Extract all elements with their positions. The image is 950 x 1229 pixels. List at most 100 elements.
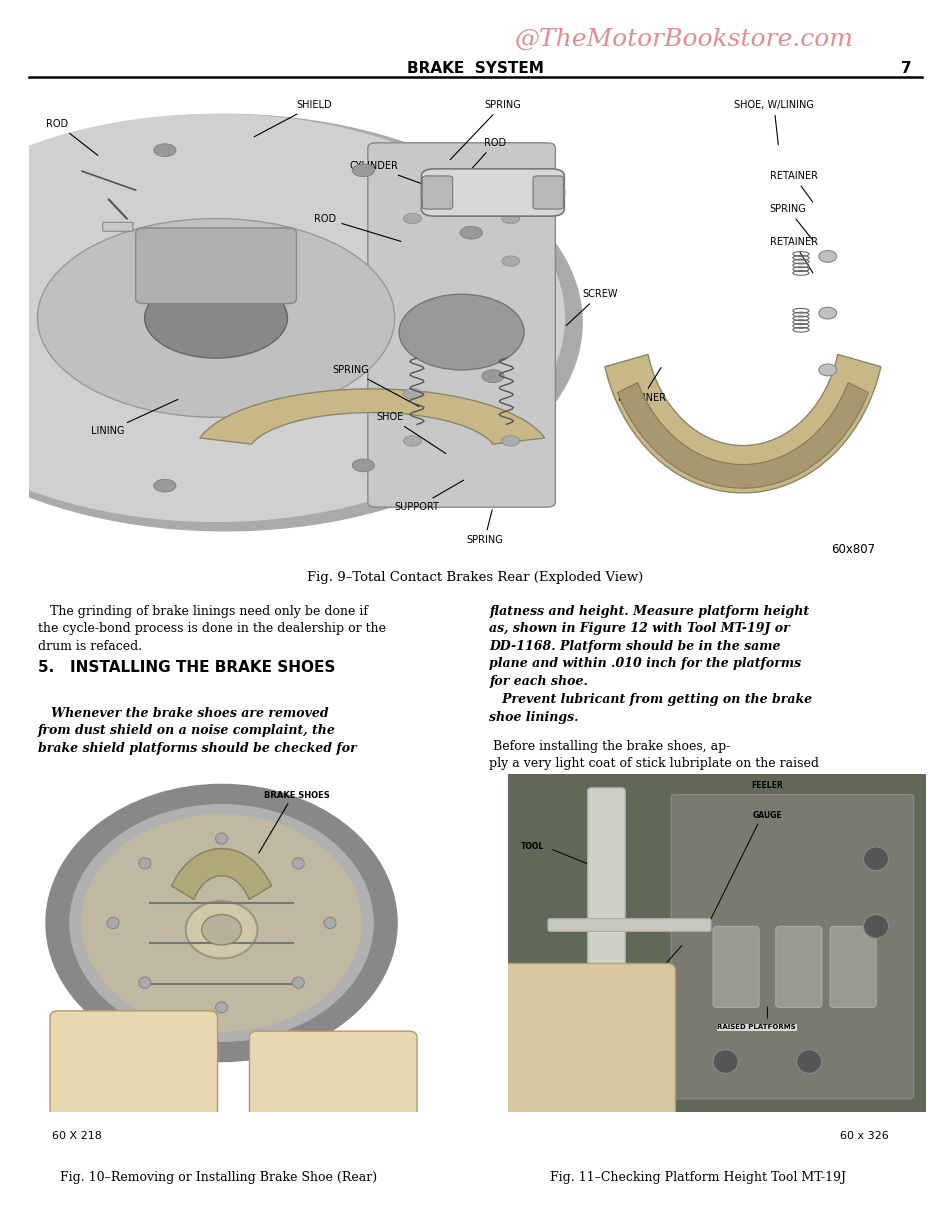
Ellipse shape (482, 370, 504, 382)
Polygon shape (618, 382, 868, 488)
Ellipse shape (216, 1002, 227, 1013)
Text: FEELER: FEELER (751, 782, 784, 790)
Text: SHOE: SHOE (377, 412, 446, 454)
Ellipse shape (82, 815, 361, 1031)
Text: Fig. 10–Removing or Installing Brake Shoe (Rear): Fig. 10–Removing or Installing Brake Sho… (60, 1171, 377, 1185)
Text: 5.   INSTALLING THE BRAKE SHOES: 5. INSTALLING THE BRAKE SHOES (38, 660, 335, 675)
Text: Prevent lubricant from getting on the brake
shoe linings.: Prevent lubricant from getting on the br… (489, 693, 812, 724)
Ellipse shape (185, 901, 257, 959)
Ellipse shape (421, 179, 444, 205)
FancyBboxPatch shape (103, 222, 133, 231)
Ellipse shape (460, 226, 483, 240)
Text: Fig. 11–Checking Platform Height Tool MT-19J: Fig. 11–Checking Platform Height Tool MT… (550, 1171, 846, 1185)
Polygon shape (200, 388, 544, 444)
Ellipse shape (0, 422, 2, 434)
FancyBboxPatch shape (500, 964, 675, 1118)
Polygon shape (172, 849, 272, 900)
Text: SUPPORT PLATE: SUPPORT PLATE (521, 1072, 581, 1078)
Text: Whenever the brake shoes are removed
from dust shield on a noise complaint, the
: Whenever the brake shoes are removed fro… (38, 707, 357, 755)
Ellipse shape (0, 114, 582, 531)
Text: RETAINER: RETAINER (770, 171, 818, 202)
Ellipse shape (399, 294, 524, 370)
Text: 60x807: 60x807 (831, 543, 875, 556)
Text: @TheMotorBookstore.com: @TheMotorBookstore.com (515, 28, 853, 52)
Text: SPRING: SPRING (450, 100, 521, 160)
Ellipse shape (139, 977, 151, 988)
Ellipse shape (107, 917, 119, 929)
Ellipse shape (201, 914, 241, 945)
FancyBboxPatch shape (776, 927, 822, 1008)
Ellipse shape (542, 179, 564, 205)
Polygon shape (605, 354, 881, 493)
Text: CYLINDER: CYLINDER (350, 161, 437, 189)
FancyBboxPatch shape (250, 1031, 417, 1118)
FancyBboxPatch shape (713, 927, 759, 1008)
Text: ROD: ROD (314, 214, 401, 241)
Ellipse shape (70, 805, 373, 1041)
FancyBboxPatch shape (533, 176, 563, 209)
Ellipse shape (154, 144, 176, 156)
Text: LINING: LINING (91, 399, 178, 436)
Text: RETAINER: RETAINER (770, 237, 818, 273)
Ellipse shape (139, 858, 151, 869)
Text: GAUGE: GAUGE (752, 811, 782, 821)
FancyBboxPatch shape (588, 788, 625, 981)
Ellipse shape (713, 1050, 738, 1073)
FancyBboxPatch shape (672, 795, 914, 1099)
Text: BRAKE  SYSTEM: BRAKE SYSTEM (407, 61, 543, 76)
Text: TOOL: TOOL (521, 842, 544, 850)
FancyBboxPatch shape (368, 143, 556, 508)
FancyBboxPatch shape (508, 774, 926, 1112)
Ellipse shape (819, 251, 837, 262)
Text: BRAKE SHOES: BRAKE SHOES (264, 791, 331, 800)
Ellipse shape (352, 458, 374, 472)
Text: SPRING: SPRING (466, 510, 503, 546)
Ellipse shape (46, 784, 397, 1062)
Text: 60 X 218: 60 X 218 (52, 1131, 103, 1141)
Text: Fig. 9–Total Contact Brakes Rear (Exploded View): Fig. 9–Total Contact Brakes Rear (Explod… (307, 571, 643, 585)
Ellipse shape (864, 847, 888, 870)
Text: SUPPORT: SUPPORT (394, 481, 464, 512)
Ellipse shape (216, 833, 227, 844)
FancyBboxPatch shape (136, 229, 296, 304)
Ellipse shape (819, 364, 837, 376)
Ellipse shape (144, 278, 288, 358)
Ellipse shape (864, 914, 888, 938)
Text: SPRING: SPRING (332, 365, 419, 407)
Ellipse shape (502, 436, 520, 446)
Ellipse shape (404, 214, 422, 224)
Text: Before installing the brake shoes, ap-
ply a very light coat of stick lubriplate: Before installing the brake shoes, ap- p… (489, 740, 819, 771)
Ellipse shape (502, 214, 520, 224)
Ellipse shape (37, 219, 394, 418)
Text: 60 x 326: 60 x 326 (840, 1131, 888, 1141)
Text: The grinding of brake linings need only be done if
the cycle-bond process is don: The grinding of brake linings need only … (38, 605, 386, 653)
Text: ROD: ROD (47, 119, 98, 155)
Ellipse shape (0, 114, 564, 521)
Text: 7: 7 (902, 61, 912, 76)
Ellipse shape (502, 256, 520, 267)
FancyBboxPatch shape (548, 918, 711, 932)
Ellipse shape (324, 917, 336, 929)
Ellipse shape (404, 436, 422, 446)
Ellipse shape (797, 1050, 822, 1073)
Ellipse shape (293, 977, 304, 988)
Ellipse shape (819, 307, 837, 320)
Ellipse shape (293, 858, 304, 869)
Ellipse shape (154, 479, 176, 492)
Text: SCREW: SCREW (566, 289, 618, 326)
Polygon shape (172, 849, 272, 900)
FancyBboxPatch shape (50, 1010, 218, 1118)
Text: RAISED PLATFORMS: RAISED PLATFORMS (717, 1025, 796, 1030)
Ellipse shape (352, 163, 374, 177)
FancyBboxPatch shape (423, 176, 452, 209)
Text: RETAINER: RETAINER (618, 367, 666, 403)
Text: ROD: ROD (450, 138, 506, 193)
Ellipse shape (404, 388, 422, 398)
FancyBboxPatch shape (422, 168, 564, 216)
Text: SHOE, W/LINING: SHOE, W/LINING (734, 100, 814, 145)
Ellipse shape (0, 202, 2, 215)
FancyBboxPatch shape (830, 927, 876, 1008)
Text: flatness and height. Measure platform height
as, shown in Figure 12 with Tool MT: flatness and height. Measure platform he… (489, 605, 809, 688)
Text: SHIELD: SHIELD (255, 100, 332, 136)
Text: SPRING: SPRING (770, 204, 812, 240)
